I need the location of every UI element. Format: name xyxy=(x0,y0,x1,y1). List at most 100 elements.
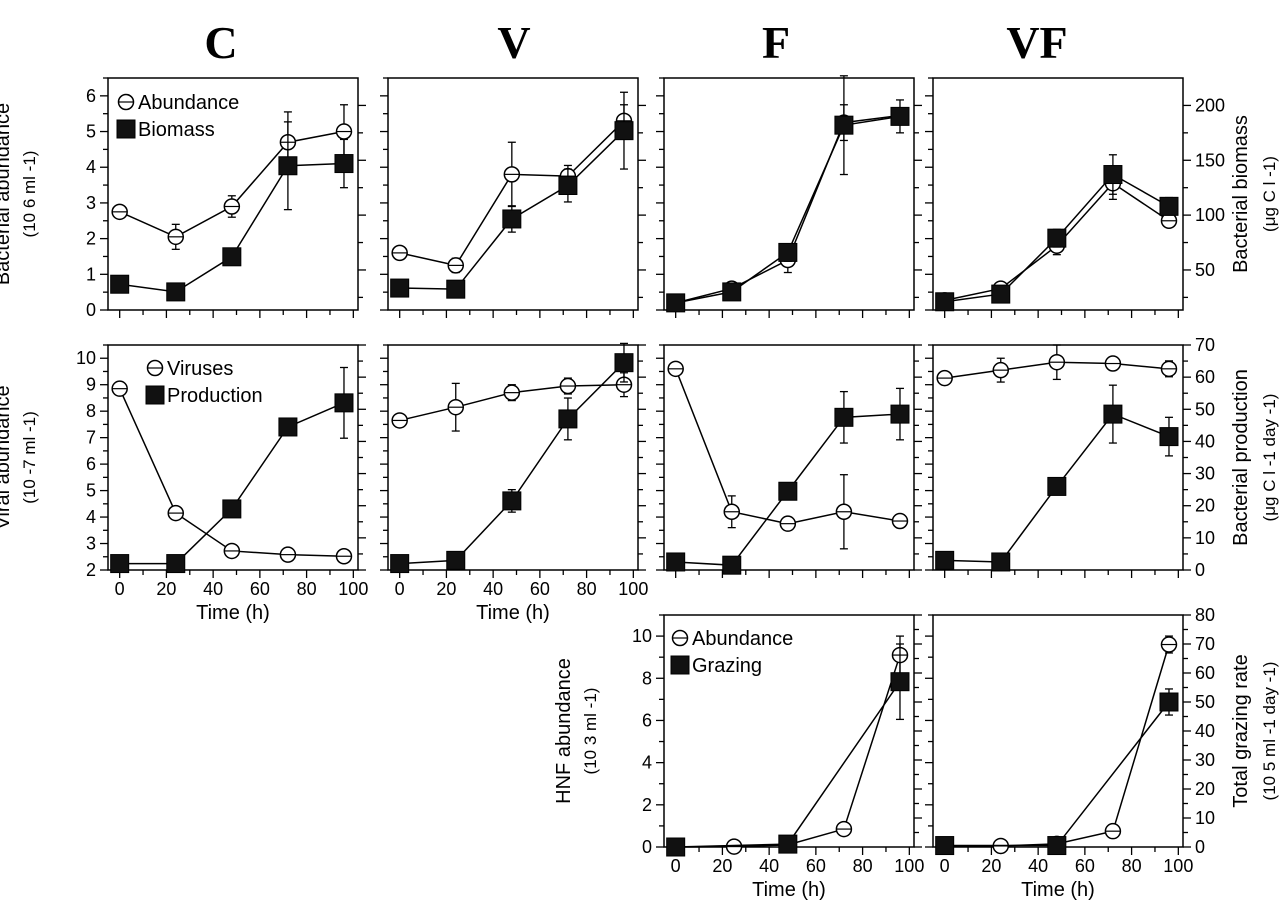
left-tick-label: 2 xyxy=(86,560,96,580)
x-tick-label: 80 xyxy=(853,856,873,876)
right-axis-unit: (10 5 ml -1 day -1) xyxy=(1260,662,1279,801)
filled-square-marker xyxy=(1047,228,1067,248)
x-tick-label: 0 xyxy=(671,856,681,876)
x-tick-label: 80 xyxy=(1122,856,1142,876)
left-tick-label: 5 xyxy=(86,481,96,501)
filled-square-marker xyxy=(110,274,130,294)
series-biomass xyxy=(935,154,1179,312)
series-line xyxy=(675,115,901,304)
series-abundance xyxy=(936,635,1178,855)
series-line xyxy=(119,402,345,565)
series-line xyxy=(944,701,1170,847)
panel-C-bact: 0 1 2 3 4 5 6 Bacterial abundance (10 6 ml -1) xyxy=(0,77,366,320)
right-axis-label: Bacterial biomass xyxy=(1230,115,1252,273)
legend-F-hnf: Abundance Grazing xyxy=(670,628,793,677)
legend-item-label: Abundance xyxy=(692,628,793,650)
right-tick-label: 20 xyxy=(1195,496,1215,516)
filled-square-marker xyxy=(778,481,798,501)
left-tick-label: 3 xyxy=(86,193,96,213)
left-tick-label: 4 xyxy=(642,753,652,773)
series-production xyxy=(666,387,910,575)
x-tick-label: 0 xyxy=(940,856,950,876)
plot-frame xyxy=(387,77,639,311)
plot-frame xyxy=(663,77,915,311)
filled-square-marker xyxy=(446,279,466,299)
x-tick-label: 20 xyxy=(981,856,1001,876)
right-tick-label: 150 xyxy=(1195,150,1225,170)
right-tick-label: 60 xyxy=(1195,367,1215,387)
series-grazing xyxy=(666,643,910,857)
filled-square-marker xyxy=(1159,427,1179,447)
legend-item-label: Biomass xyxy=(138,119,215,141)
filled-square-marker xyxy=(166,282,186,302)
filled-square-marker xyxy=(558,175,578,195)
x-tick-label: 100 xyxy=(618,579,648,599)
right-tick-label: 50 xyxy=(1195,260,1215,280)
left-axis-label: Viral abundance xyxy=(0,385,14,529)
series-grazing xyxy=(935,688,1179,856)
filled-square-marker xyxy=(890,672,910,692)
left-axis-unit: (10 3 ml -1) xyxy=(581,688,600,775)
filled-square-marker xyxy=(890,106,910,126)
series-line xyxy=(675,114,901,304)
filled-square-marker xyxy=(334,393,354,413)
filled-square-marker xyxy=(935,550,955,570)
plot-frame xyxy=(663,344,915,571)
column-title-f: F xyxy=(762,17,790,68)
panel-V-viral: 0 20 40 60 80 100 Time (h) xyxy=(380,342,648,624)
x-tick-label: 20 xyxy=(156,579,176,599)
filled-square-marker xyxy=(666,293,686,313)
x-tick-label: 100 xyxy=(338,579,368,599)
right-axis-unit: (μg C l -1) xyxy=(1260,156,1279,232)
filled-square-marker xyxy=(1047,836,1067,856)
right-tick-label: 60 xyxy=(1195,663,1215,683)
left-axis-label: Bacterial abundance xyxy=(0,103,14,285)
right-tick-label: 0 xyxy=(1195,837,1205,857)
right-tick-label: 50 xyxy=(1195,692,1215,712)
right-tick-label: 0 xyxy=(1195,560,1205,580)
series-viruses xyxy=(936,344,1178,387)
x-tick-label: 0 xyxy=(115,579,125,599)
right-axis-unit: (μg C l -1 day -1) xyxy=(1260,394,1279,522)
filled-square-marker xyxy=(1159,196,1179,216)
left-tick-label: 2 xyxy=(86,229,96,249)
column-title-vf: VF xyxy=(1006,17,1067,68)
filled-square-marker xyxy=(278,417,298,437)
right-tick-label: 20 xyxy=(1195,779,1215,799)
filled-square-marker xyxy=(390,278,410,298)
panel-V-bact xyxy=(380,77,646,318)
x-tick-label: 100 xyxy=(1163,856,1193,876)
series-production xyxy=(935,384,1179,572)
x-tick-label: 60 xyxy=(806,856,826,876)
x-tick-label: 40 xyxy=(759,856,779,876)
left-tick-label: 10 xyxy=(76,348,96,368)
left-tick-label: 2 xyxy=(642,795,652,815)
filled-square-marker xyxy=(778,242,798,262)
left-tick-label: 8 xyxy=(642,668,652,688)
left-tick-label: 6 xyxy=(642,710,652,730)
filled-square-marker xyxy=(110,554,130,574)
column-title-v: V xyxy=(497,17,530,68)
filled-square-marker xyxy=(670,655,690,675)
right-tick-label: 40 xyxy=(1195,431,1215,451)
plot-frame xyxy=(387,344,639,571)
left-tick-label: 9 xyxy=(86,375,96,395)
filled-square-marker xyxy=(834,407,854,427)
filled-square-marker xyxy=(722,555,742,575)
right-axis-label: Bacterial production xyxy=(1230,369,1252,546)
panel-C-viral: 2 3 4 5 6 7 8 9 10 Viral abundance (10 -7 ml -1) 0 2… xyxy=(0,344,368,624)
series-abundance xyxy=(667,104,909,312)
filled-square-marker xyxy=(145,385,165,405)
filled-square-marker xyxy=(116,119,136,139)
x-axis-label: Time (h) xyxy=(196,602,270,624)
filled-square-marker xyxy=(502,209,522,229)
right-tick-label: 50 xyxy=(1195,399,1215,419)
right-tick-label: 80 xyxy=(1195,605,1215,625)
x-axis-label: Time (h) xyxy=(1021,879,1095,901)
right-tick-label: 30 xyxy=(1195,750,1215,770)
right-axis-label: Total grazing rate xyxy=(1230,654,1252,807)
right-tick-label: 10 xyxy=(1195,808,1215,828)
legend-item-label: Grazing xyxy=(692,655,762,677)
